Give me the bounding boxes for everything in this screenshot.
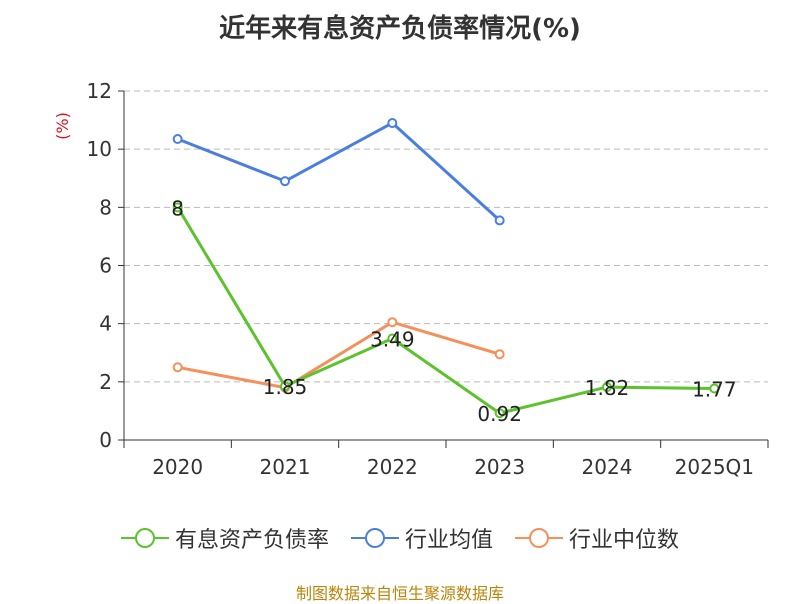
- legend-item-series2[interactable]: 行业均值: [350, 522, 493, 554]
- data-point-series2: [172, 133, 183, 144]
- y-tick-label: 2: [99, 370, 112, 394]
- chart-title: 近年来有息资产负债率情况(%): [219, 14, 581, 44]
- legend-swatch-series3: [515, 528, 563, 548]
- x-tick-label: 2025Q1: [675, 455, 754, 479]
- data-point-series1: [602, 382, 612, 393]
- series-layer: [172, 117, 720, 419]
- data-label: 1.82: [585, 376, 630, 400]
- series-line-3: [177, 320, 501, 390]
- data-point-series3: [387, 317, 398, 328]
- series-line-2: [177, 121, 501, 222]
- data-label: 1.77: [692, 378, 737, 402]
- y-tick-label: 6: [99, 254, 112, 278]
- data-point-series1: [172, 202, 183, 213]
- y-tick-label: 0: [99, 428, 112, 452]
- x-tick-label: 2024: [582, 455, 633, 479]
- data-point-series1: [387, 333, 398, 344]
- legend-swatch-series1: [120, 528, 169, 548]
- y-tick-label: 8: [99, 195, 112, 219]
- legend-label-series3: 行业中位数: [569, 528, 680, 553]
- data-label: 3.49: [370, 327, 415, 351]
- y-tick-label: 4: [99, 312, 112, 336]
- grid-layer: [124, 90, 768, 383]
- data-label: 1.85: [263, 375, 308, 399]
- x-tick-label: 2022: [367, 455, 418, 479]
- source-note: 制图数据来自恒生聚源数据库: [295, 584, 504, 603]
- legend-item-series1[interactable]: 有息资产负债率: [120, 522, 329, 554]
- legend-label-series1: 有息资产负债率: [174, 528, 329, 553]
- data-point-series3: [494, 349, 505, 360]
- data-point-series2: [387, 117, 398, 128]
- data-point-series3: [172, 362, 183, 373]
- legend-item-series3[interactable]: 行业中位数: [515, 522, 679, 554]
- series-line-1: [176, 206, 715, 415]
- y-tick-label: 10: [87, 137, 112, 161]
- data-point-series2: [494, 215, 505, 226]
- y-tick-label: 12: [87, 79, 112, 103]
- data-label: 0.92: [477, 402, 522, 426]
- legend-label-series2: 行业均值: [404, 528, 493, 553]
- chart-legend: 有息资产负债率 行业均值 行业中位数: [0, 522, 800, 554]
- x-tick-label: 2023: [474, 455, 525, 479]
- data-point-series2: [280, 176, 290, 187]
- x-tick-label: 2020: [152, 455, 203, 479]
- x-tick-label: 2021: [260, 455, 311, 479]
- data-point-series1: [709, 383, 720, 394]
- data-point-series1: [494, 408, 505, 419]
- legend-swatch-series2: [350, 528, 399, 548]
- data-label: 8: [171, 196, 184, 220]
- label-layer: 8 1.85 3.49 0.92 1.82 1.77: [171, 196, 736, 426]
- data-point-series1: [280, 381, 290, 392]
- axis-layer: 0 2 4 6 8 10 12 2020 2021 2022 2023 2024 2025Q1 (%): [53, 79, 769, 479]
- chart-plot: 0 2 4 6 8 10 12 2020 2021 2022 2023 2024 2025Q1 (%) 8…: [53, 79, 769, 479]
- y-axis-unit: (%): [53, 112, 72, 140]
